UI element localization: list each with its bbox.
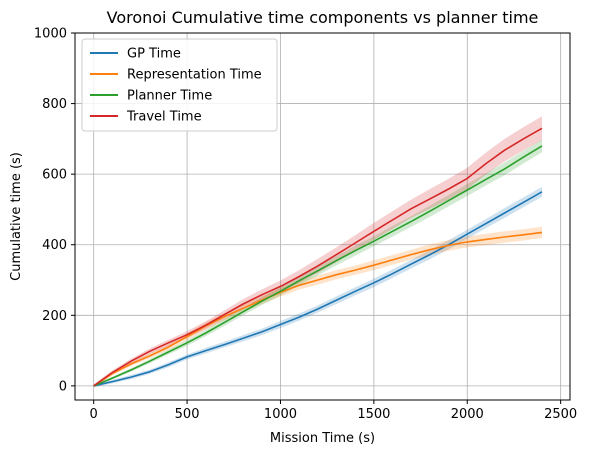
y-tick-label: 200 bbox=[42, 309, 67, 324]
travel-time-line bbox=[93, 127, 543, 387]
series-lines bbox=[93, 127, 543, 387]
y-tick-label: 0 bbox=[59, 379, 67, 394]
x-tick-label: 2500 bbox=[544, 407, 577, 422]
y-axis-label: Cumulative time (s) bbox=[9, 152, 24, 281]
planner-time-legend-label: Planner Time bbox=[127, 89, 212, 104]
y-tick-label: 1000 bbox=[34, 27, 67, 42]
x-axis-label: Mission Time (s) bbox=[270, 431, 375, 446]
y-tick-label: 600 bbox=[42, 168, 67, 183]
chart-title: Voronoi Cumulative time components vs pl… bbox=[107, 8, 539, 27]
gp-time-legend-label: GP Time bbox=[127, 47, 181, 62]
gp-time-line bbox=[93, 191, 543, 387]
representation-time-legend-label: Representation Time bbox=[127, 68, 262, 83]
axis-ticks: 0 500 1000 1500 2000 2500 0 200 400 600 800 1000 bbox=[34, 27, 577, 423]
representation-time-confidence-band bbox=[93, 226, 542, 387]
x-tick-label: 2000 bbox=[451, 407, 484, 422]
x-tick-label: 500 bbox=[175, 407, 200, 422]
plot-frame bbox=[74, 32, 571, 401]
travel-time-legend-label: Travel Time bbox=[126, 110, 202, 125]
legend-box bbox=[81, 38, 278, 132]
legend: GP Time Representation Time Planner Time Tr… bbox=[81, 38, 278, 132]
grid-lines bbox=[75, 32, 570, 400]
confidence-bands bbox=[93, 116, 542, 388]
y-tick-label: 800 bbox=[42, 97, 67, 112]
representation-time-line bbox=[93, 231, 543, 387]
x-tick-label: 1500 bbox=[357, 407, 390, 422]
y-tick-label: 400 bbox=[42, 238, 67, 253]
x-tick-label: 1000 bbox=[264, 407, 297, 422]
planner-time-line bbox=[93, 145, 543, 387]
x-tick-label: 0 bbox=[90, 407, 98, 422]
